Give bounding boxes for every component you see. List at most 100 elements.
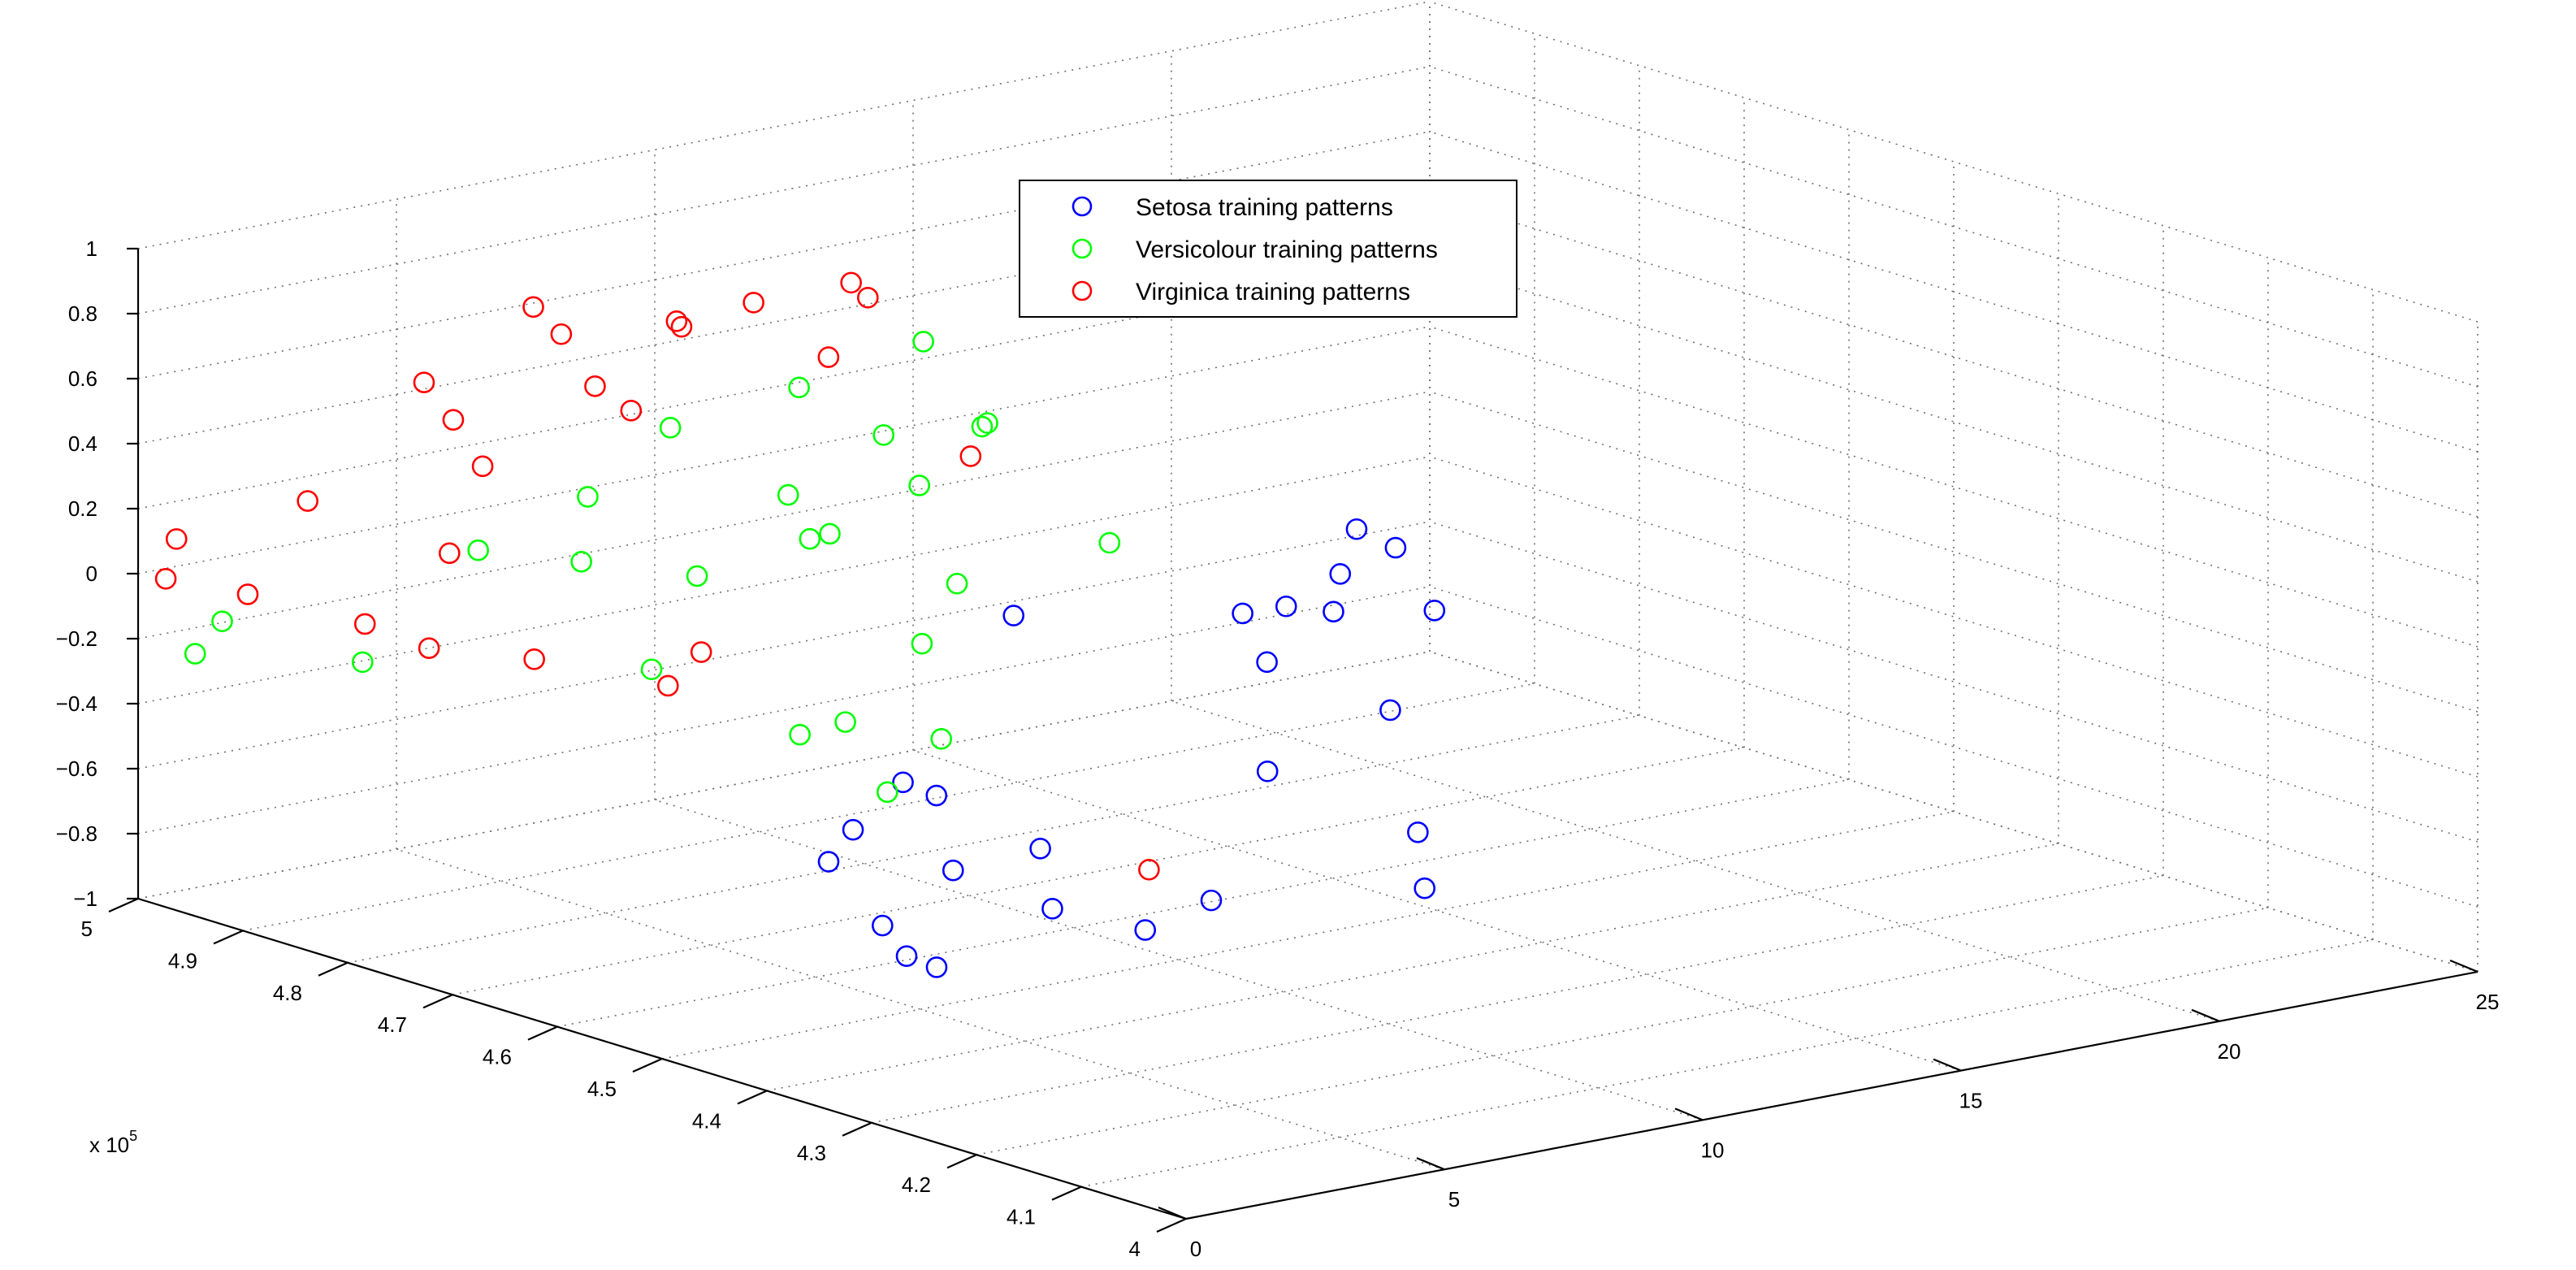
- data-point: [1384, 536, 1407, 559]
- data-point: [523, 648, 545, 670]
- y-tick-mark: [737, 1090, 768, 1105]
- data-point: [640, 658, 663, 681]
- grid-line-sidewall-z: [1429, 456, 2479, 778]
- x-tick-mark: [1933, 1058, 1962, 1072]
- data-point: [788, 376, 810, 399]
- grid-line-floor-y: [1080, 938, 2374, 1188]
- grid-line-floor-y: [347, 715, 1640, 964]
- legend-marker: [1072, 196, 1093, 217]
- data-markers: [154, 271, 1446, 978]
- data-point: [584, 375, 606, 397]
- data-point: [1414, 877, 1436, 899]
- data-point: [817, 851, 840, 873]
- data-point: [1232, 602, 1253, 625]
- z-tick-label: 0.4: [68, 431, 97, 456]
- y-tick-label: 4.4: [692, 1108, 721, 1133]
- data-point: [946, 572, 968, 595]
- data-point: [856, 286, 879, 309]
- data-point: [1098, 531, 1121, 554]
- z-tick-label: 0.8: [68, 301, 97, 326]
- data-point: [1323, 600, 1344, 623]
- data-point: [942, 859, 964, 882]
- grid-lines: [137, 1, 2479, 1220]
- legend-entry: Virginica training patterns: [1136, 279, 1410, 306]
- data-point: [438, 542, 461, 565]
- data-point: [840, 271, 862, 294]
- y-tick-label: 4.6: [483, 1045, 512, 1069]
- data-point: [976, 412, 998, 434]
- y-tick-mark: [1156, 1217, 1187, 1233]
- data-point: [908, 475, 930, 496]
- data-point: [1407, 821, 1429, 843]
- legend: Setosa training patterns Versicolour trai…: [1019, 180, 1517, 318]
- z-tick-label: −0.4: [56, 691, 97, 716]
- grid-line-backwall-z: [137, 521, 1431, 769]
- x-tick-mark: [2449, 959, 2479, 973]
- data-point: [925, 784, 948, 807]
- grid-line-backwall-z: [137, 586, 1431, 834]
- series-0: [817, 518, 1446, 978]
- data-point: [1256, 651, 1278, 674]
- data-point: [471, 455, 494, 478]
- x-tick-mark: [2191, 1008, 2220, 1022]
- data-point: [912, 331, 934, 353]
- y-tick-label: 4: [1129, 1237, 1141, 1261]
- data-point: [911, 632, 933, 655]
- x-tick-mark: [1416, 1157, 1445, 1171]
- data-point: [971, 415, 994, 438]
- y-tick-mark: [213, 930, 244, 945]
- data-point: [925, 956, 948, 978]
- grid-line-floor-y: [661, 811, 1955, 1060]
- x-tick-label: 10: [1701, 1138, 1725, 1162]
- data-point: [686, 565, 708, 587]
- data-point: [418, 637, 440, 659]
- data-point: [872, 424, 895, 446]
- data-point: [184, 643, 206, 665]
- y-axis-multiplier: x 105: [89, 1128, 137, 1157]
- data-point: [570, 551, 592, 573]
- z-tick-label: 0: [86, 561, 97, 586]
- data-point: [1041, 898, 1063, 920]
- data-point: [442, 409, 465, 431]
- grid-line-floor-x: [396, 848, 1445, 1170]
- grid-line-backwall-z: [137, 326, 1431, 574]
- data-point: [1275, 595, 1297, 618]
- grid-line-floor-y: [137, 651, 1431, 899]
- data-point: [777, 483, 799, 506]
- data-point: [165, 528, 188, 550]
- data-point: [959, 445, 982, 467]
- grid-line-floor-y: [452, 747, 1745, 995]
- grid-line-floor-y: [871, 875, 2164, 1124]
- grid-line-floor-x: [1171, 700, 2220, 1022]
- y-tick-mark: [527, 1025, 558, 1041]
- data-point: [690, 641, 712, 663]
- data-point: [1002, 605, 1025, 626]
- y-tick-label: 4.9: [168, 948, 197, 973]
- series-2: [154, 271, 1160, 881]
- grid-line-backwall-z: [137, 391, 1431, 639]
- y-tick-label: 4.1: [1007, 1205, 1036, 1229]
- data-point: [353, 613, 376, 635]
- x-tick-label: 0: [1190, 1237, 1201, 1261]
- x-tick-mark: [1158, 1206, 1187, 1220]
- data-point: [351, 651, 374, 674]
- grid-line-floor-y: [242, 683, 1535, 932]
- grid-line-floor-y: [976, 907, 2269, 1155]
- data-point: [154, 567, 177, 590]
- data-point: [211, 610, 233, 632]
- data-point: [659, 417, 682, 439]
- x-tick-label: 25: [2476, 990, 2500, 1014]
- data-point: [789, 723, 811, 746]
- data-point: [236, 583, 259, 605]
- grid-line-floor-x: [654, 799, 1704, 1121]
- data-point: [895, 945, 918, 968]
- y-tick-label: 4.2: [902, 1172, 931, 1197]
- legend-entry: Setosa training patterns: [1136, 194, 1393, 221]
- data-point: [872, 914, 894, 937]
- axes: [108, 247, 2479, 1233]
- data-point: [656, 674, 679, 697]
- data-point: [1134, 919, 1157, 941]
- data-point: [817, 346, 840, 368]
- data-point: [819, 522, 841, 545]
